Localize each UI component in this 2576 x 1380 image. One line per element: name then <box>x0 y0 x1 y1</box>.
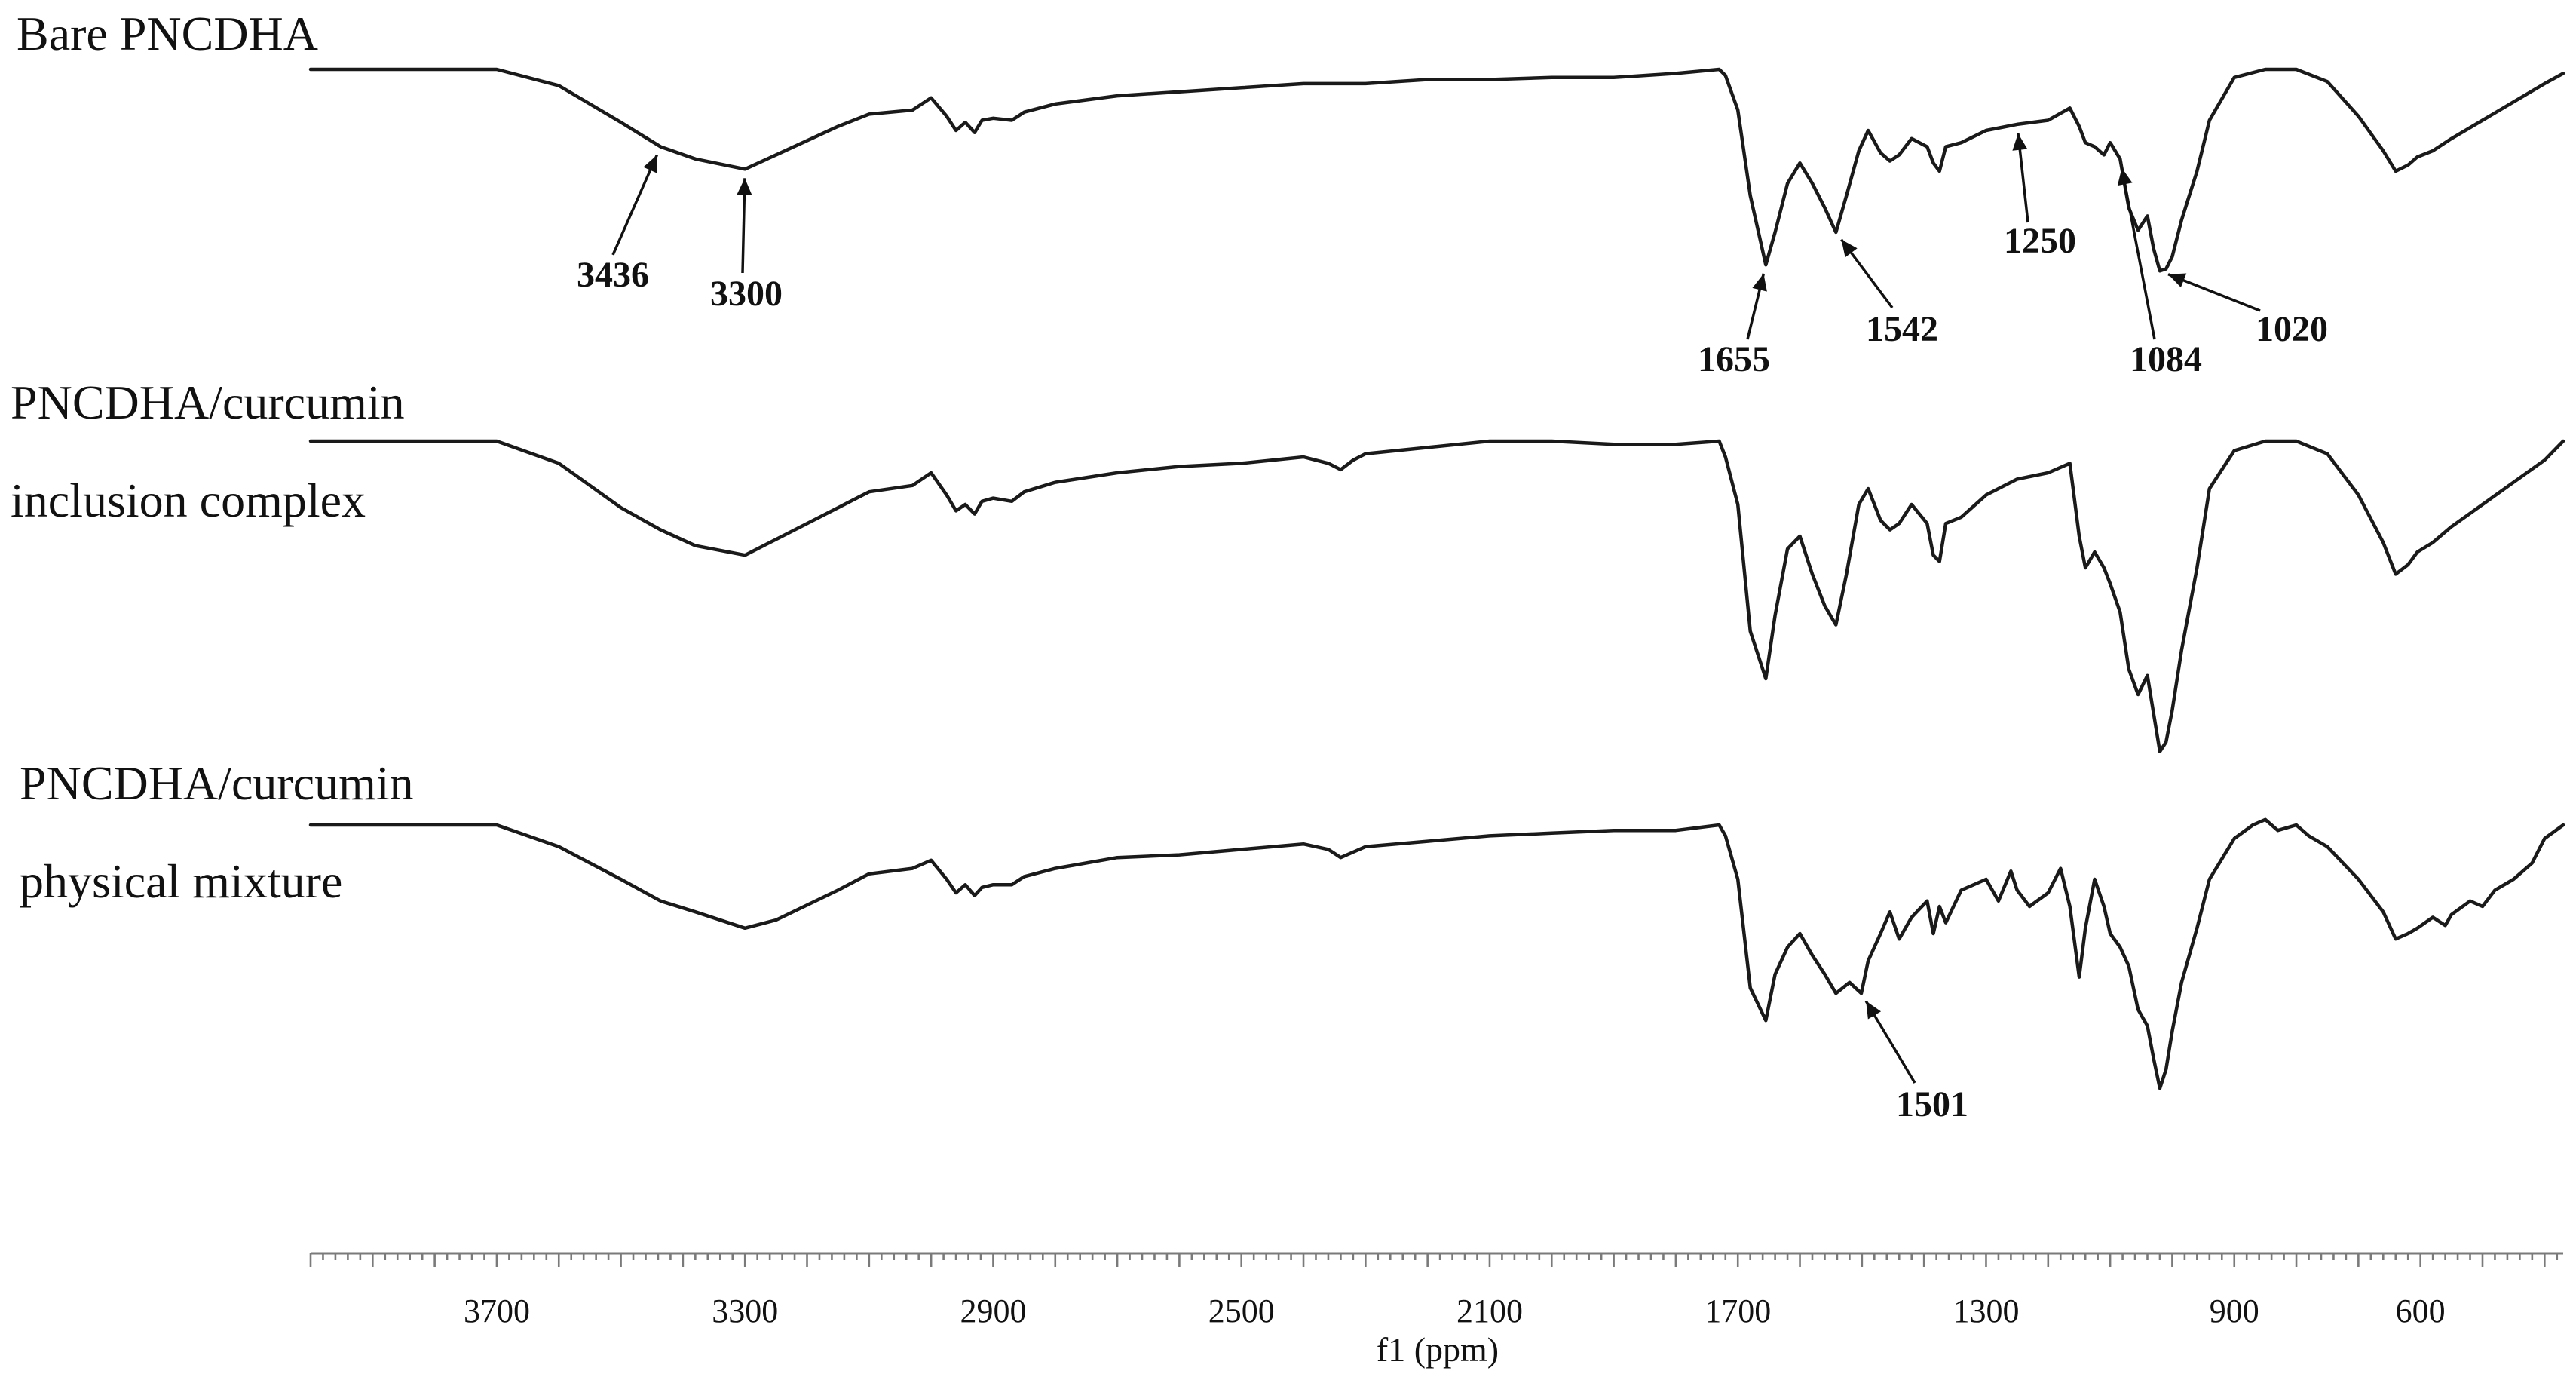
x-tick-label-1700: 1700 <box>1705 1293 1771 1329</box>
x-tick-label-3300: 3300 <box>712 1293 778 1329</box>
peak-arrowhead-1655 <box>1752 273 1767 292</box>
peak-arrowhead-1020 <box>2168 273 2187 288</box>
peak-arrowhead-3300 <box>737 178 752 195</box>
x-tick-label-900: 900 <box>2210 1293 2259 1329</box>
peak-arrowhead-1542 <box>1841 239 1858 258</box>
series-lines <box>308 67 2565 1090</box>
x-tick-label-1300: 1300 <box>1953 1293 2019 1329</box>
peak-label-1501: 1501 <box>1896 1084 1968 1124</box>
x-tick-label-2500: 2500 <box>1208 1293 1275 1329</box>
peak-arrowhead-1084 <box>2117 167 2133 186</box>
x-tick-label-2900: 2900 <box>960 1293 1026 1329</box>
peak-arrowhead-3436 <box>643 155 657 173</box>
peak-arrowhead-1501 <box>1866 1001 1882 1020</box>
series-label-3-line-2: physical mixture <box>20 854 342 908</box>
peak-arrowhead-1250 <box>2012 133 2028 151</box>
series-label-1-line-1: Bare PNCDHA <box>17 7 318 60</box>
peak-arrow-3436 <box>611 154 659 256</box>
peak-annotations: 3436 3300 1655 1542 1250 1084 1020 1501 <box>577 133 2328 1124</box>
series-labels: Bare PNCDHA PNCDHA/curcumin inclusion comp… <box>11 7 414 908</box>
peak-label-1084: 1084 <box>2130 339 2202 379</box>
peak-label-3300: 3300 <box>710 274 783 314</box>
peak-arrow-1084 <box>2120 167 2156 340</box>
peak-label-3436: 3436 <box>577 255 649 295</box>
series-label-3-line-1: PNCDHA/curcumin <box>20 756 414 810</box>
series-label-2-line-1: PNCDHA/curcumin <box>11 376 405 429</box>
x-tick-label-2100: 2100 <box>1456 1293 1523 1329</box>
x-tick-label-600: 600 <box>2396 1293 2446 1329</box>
spectrum-line-3 <box>308 817 2565 1090</box>
spectrum-line-1 <box>308 67 2565 273</box>
peak-label-1542: 1542 <box>1866 309 1938 349</box>
spectrum-line-2 <box>308 439 2565 753</box>
peak-label-1250: 1250 <box>2004 221 2076 261</box>
x-tick-label-3700: 3700 <box>464 1293 530 1329</box>
x-axis: 3700 3300 2900 2500 2100 1700 1300 900 600 <box>309 1252 2563 1329</box>
series-label-2-line-2: inclusion complex <box>11 474 366 527</box>
x-axis-title: f1 (ppm) <box>1377 1330 1499 1369</box>
peak-label-1655: 1655 <box>1698 339 1770 379</box>
peak-label-1020: 1020 <box>2256 309 2328 349</box>
